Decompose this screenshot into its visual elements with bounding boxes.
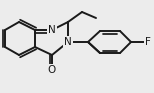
Text: O: O [48,65,56,75]
Text: N: N [64,37,72,47]
Text: N: N [48,25,56,35]
Text: F: F [145,37,151,47]
